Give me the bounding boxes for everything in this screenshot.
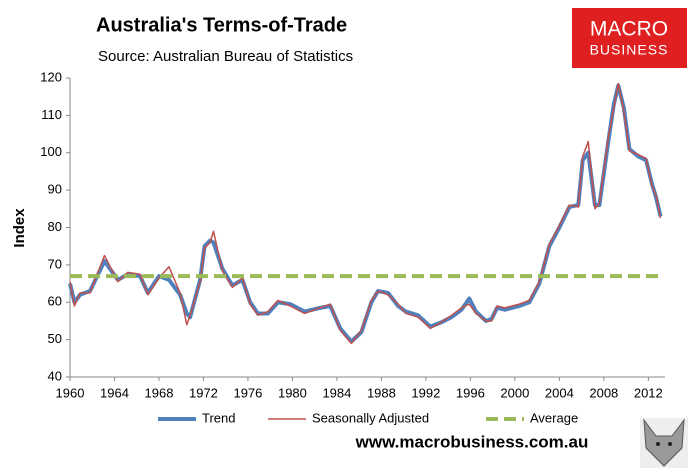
- y-tick-label: 80: [48, 219, 62, 234]
- y-tick-label: 100: [40, 144, 62, 159]
- y-tick-label: 120: [40, 69, 62, 84]
- y-tick-label: 60: [48, 294, 62, 309]
- x-tick-label: 1988: [367, 385, 396, 400]
- y-tick-label: 50: [48, 331, 62, 346]
- x-tick-label: 1964: [100, 385, 129, 400]
- footer-url: www.macrobusiness.com.au: [355, 432, 589, 451]
- wolf-icon: [640, 418, 688, 468]
- x-tick-label: 1960: [56, 385, 85, 400]
- logo-box: [572, 8, 687, 68]
- legend-label: Average: [530, 410, 578, 425]
- logo-text: BUSINESS: [590, 42, 669, 58]
- series-line: [69, 82, 662, 345]
- logo-text: MACRO: [590, 18, 668, 41]
- x-tick-label: 2000: [500, 385, 529, 400]
- x-tick-label: 1968: [145, 385, 174, 400]
- x-tick-label: 1976: [233, 385, 262, 400]
- chart-title: Australia's Terms-of-Trade: [96, 14, 347, 36]
- series-line: [68, 83, 663, 344]
- x-tick-label: 1984: [322, 385, 351, 400]
- chart-subtitle: Source: Australian Bureau of Statistics: [98, 48, 353, 65]
- y-axis-label: Index: [11, 208, 28, 248]
- x-tick-label: 2012: [634, 385, 663, 400]
- y-tick-label: 90: [48, 182, 62, 197]
- x-tick-label: 2004: [545, 385, 574, 400]
- y-tick-label: 70: [48, 256, 62, 271]
- x-tick-label: 1972: [189, 385, 218, 400]
- y-tick-label: 40: [48, 368, 62, 383]
- legend-label: Trend: [202, 410, 235, 425]
- x-tick-label: 1996: [456, 385, 485, 400]
- x-tick-label: 1980: [278, 385, 307, 400]
- x-tick-label: 2008: [589, 385, 618, 400]
- legend-label: Seasonally Adjusted: [312, 410, 429, 425]
- x-tick-label: 1992: [411, 385, 440, 400]
- y-tick-label: 110: [41, 107, 62, 122]
